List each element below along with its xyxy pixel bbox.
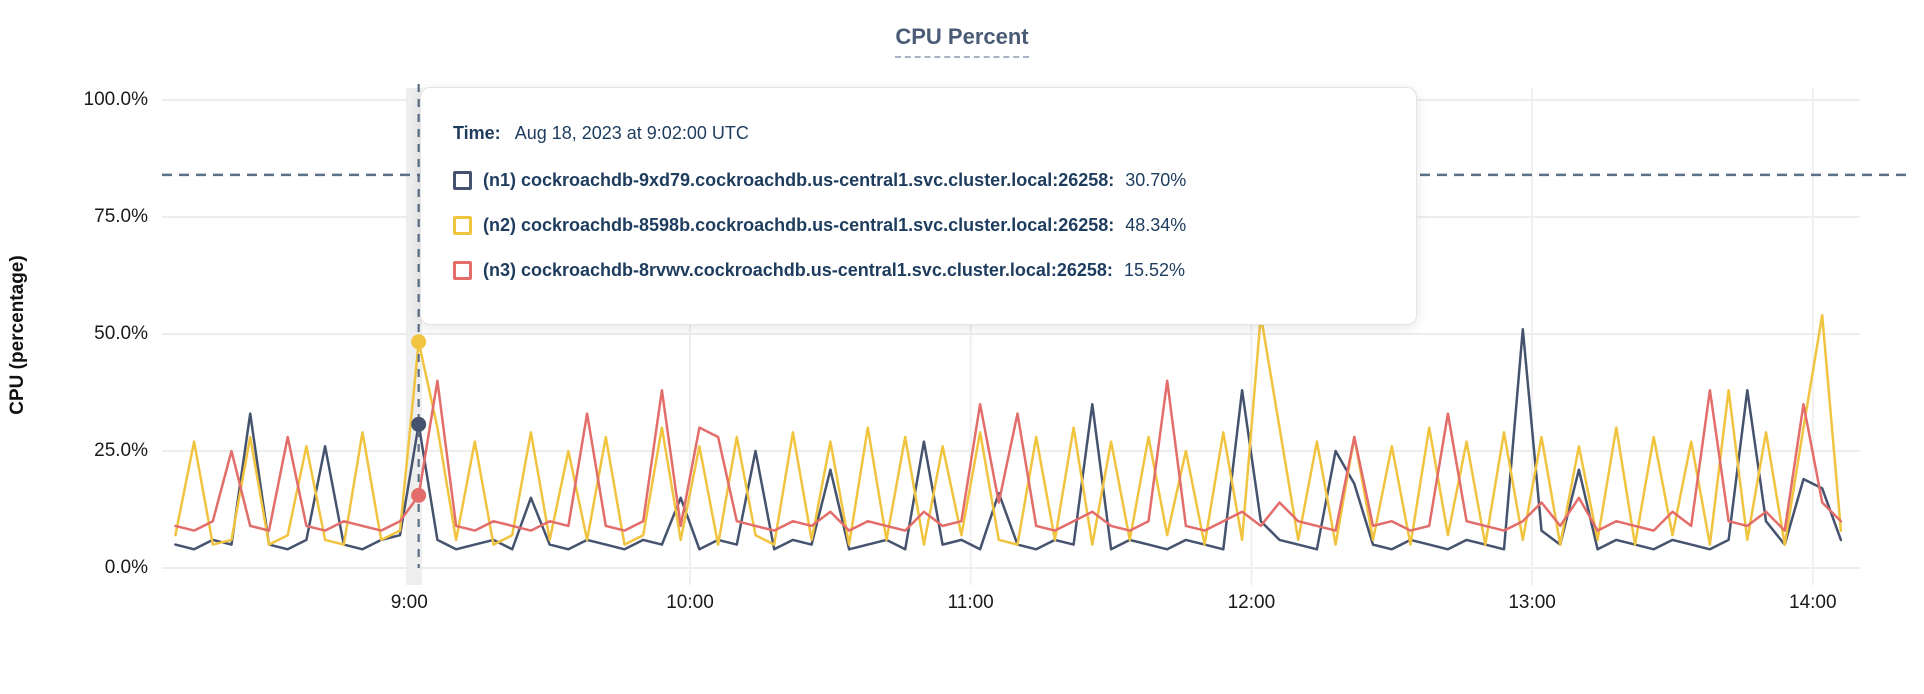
tooltip-n3-label: (n3) cockroachdb-8rvwv.cockroachdb.us-ce… (483, 260, 1113, 280)
tooltip-n1-value: 30.70% (1125, 170, 1187, 190)
y-tick-label: 0.0% (104, 557, 148, 578)
y-tick-label: 75.0% (94, 206, 148, 227)
tooltip-n3-value: 15.52% (1123, 260, 1185, 280)
y-tick-label: 25.0% (94, 440, 148, 461)
tooltip-series-row-n3: (n3) cockroachdb-8rvwv.cockroachdb.us-ce… (453, 259, 1388, 282)
x-tick-label: 14:00 (1789, 592, 1837, 613)
n2-color-swatch-icon (453, 216, 472, 235)
tooltip-time-row: Time: Aug 18, 2023 at 9:02:00 UTC (453, 122, 1388, 145)
x-tick-label: 13:00 (1508, 592, 1556, 613)
tooltip-n1-label: (n1) cockroachdb-9xd79.cockroachdb.us-ce… (483, 170, 1115, 190)
tooltip-series-row-n2: (n2) cockroachdb-8598b.cockroachdb.us-ce… (453, 214, 1388, 237)
tooltip-time-label: Time: (453, 123, 501, 143)
chart-tooltip: Time: Aug 18, 2023 at 9:02:00 UTC (n1) co… (420, 87, 1417, 325)
chart-header: CPU Percent (0, 24, 1924, 58)
tooltip-n2-label: (n2) cockroachdb-8598b.cockroachdb.us-ce… (483, 215, 1115, 235)
x-tick-label: 9:00 (390, 592, 428, 613)
n3-color-swatch-icon (453, 261, 472, 280)
chart-title[interactable]: CPU Percent (895, 24, 1029, 58)
n1-color-swatch-icon (453, 171, 472, 190)
y-tick-label: 50.0% (94, 323, 148, 344)
y-tick-label: 100.0% (83, 89, 148, 110)
x-tick-label: 10:00 (666, 592, 714, 613)
tooltip-time-value: Aug 18, 2023 at 9:02:00 UTC (514, 123, 749, 143)
tooltip-n2-value: 48.34% (1125, 215, 1187, 235)
x-tick-label: 11:00 (947, 592, 994, 613)
x-tick-label: 12:00 (1227, 592, 1276, 613)
tooltip-series-row-n1: (n1) cockroachdb-9xd79.cockroachdb.us-ce… (453, 169, 1388, 192)
